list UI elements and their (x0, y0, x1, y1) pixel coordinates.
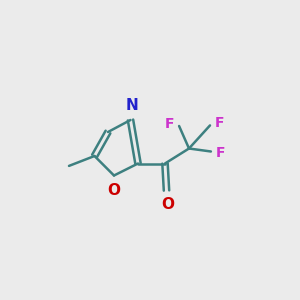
Text: O: O (107, 183, 121, 198)
Text: O: O (161, 197, 175, 212)
Text: F: F (215, 146, 225, 160)
Text: F: F (214, 116, 224, 130)
Text: F: F (165, 117, 175, 130)
Text: N: N (126, 98, 138, 113)
